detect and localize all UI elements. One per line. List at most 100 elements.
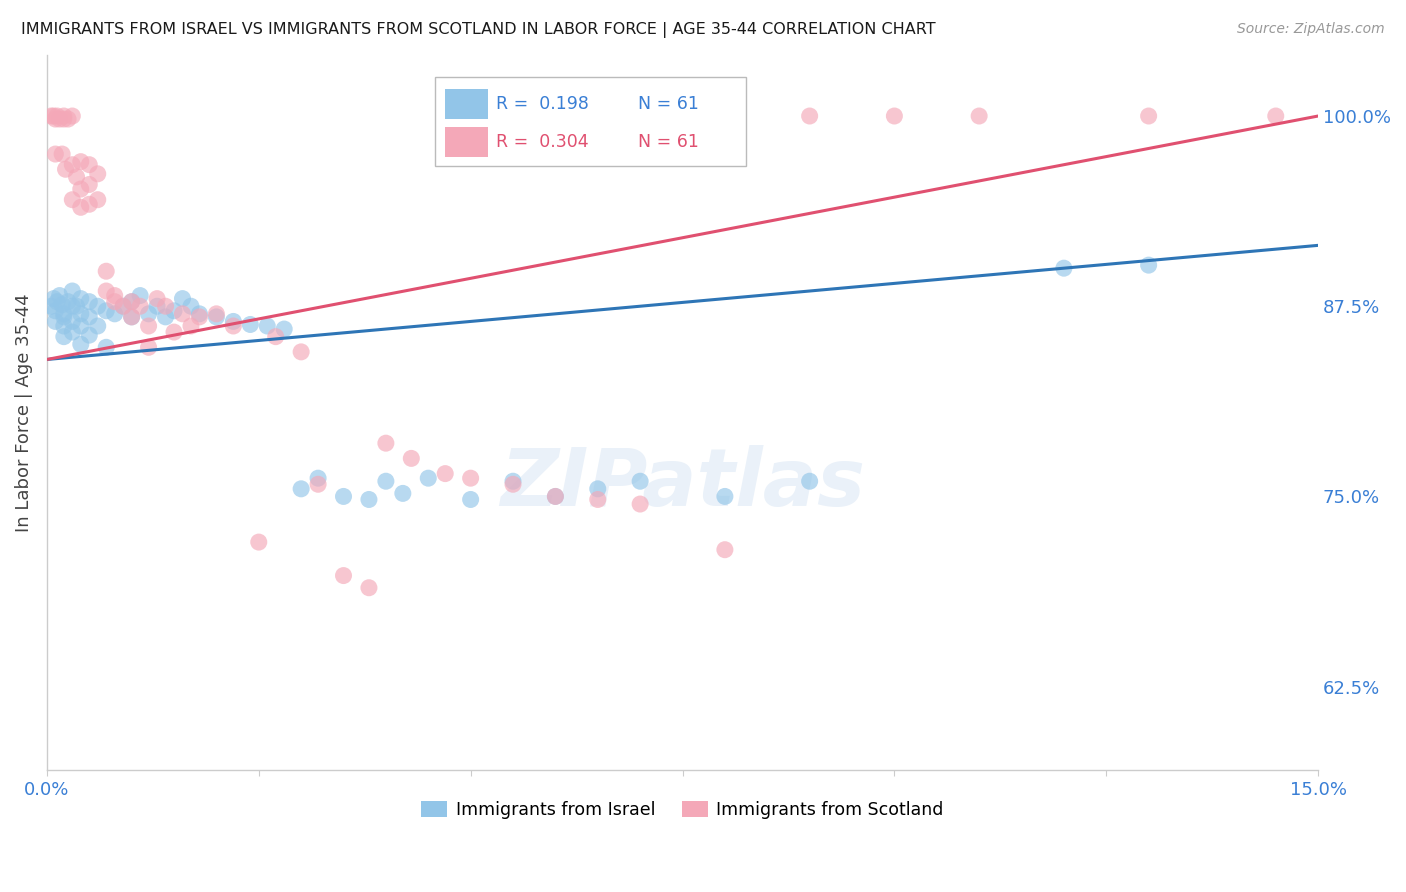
Point xyxy=(374,436,396,450)
Point xyxy=(714,490,737,504)
Point xyxy=(799,474,821,488)
Point xyxy=(628,474,651,488)
Point xyxy=(222,318,245,333)
Point xyxy=(69,154,91,169)
Point xyxy=(121,310,143,324)
Point xyxy=(77,158,100,172)
Point xyxy=(434,467,457,481)
Point xyxy=(46,109,69,123)
Point xyxy=(332,568,354,582)
Point xyxy=(247,535,270,549)
Point xyxy=(392,486,415,500)
Point xyxy=(129,299,152,313)
Point xyxy=(586,482,609,496)
Point xyxy=(56,294,79,309)
Point xyxy=(256,318,278,333)
Point xyxy=(77,328,100,343)
Text: Source: ZipAtlas.com: Source: ZipAtlas.com xyxy=(1237,22,1385,37)
Point xyxy=(44,303,66,318)
Point xyxy=(48,112,70,126)
Point xyxy=(307,477,329,491)
Point xyxy=(460,471,482,485)
Point xyxy=(96,264,118,278)
Point xyxy=(121,294,143,309)
Point xyxy=(188,310,211,324)
Point xyxy=(104,288,127,302)
Point xyxy=(60,314,83,328)
Point xyxy=(51,147,73,161)
Point xyxy=(51,298,73,312)
Point xyxy=(460,492,482,507)
Point xyxy=(121,310,143,324)
Text: ZIPatlas: ZIPatlas xyxy=(501,445,865,524)
Point xyxy=(1264,109,1286,123)
Point xyxy=(146,292,169,306)
Point xyxy=(60,325,83,339)
Point xyxy=(60,193,83,207)
Point xyxy=(222,314,245,328)
Point xyxy=(544,490,567,504)
Point xyxy=(87,167,110,181)
Point xyxy=(172,307,194,321)
Point xyxy=(112,299,135,313)
Point xyxy=(69,292,91,306)
Point xyxy=(332,490,354,504)
Point xyxy=(357,581,380,595)
Point xyxy=(60,284,83,298)
Point xyxy=(96,303,118,318)
Point xyxy=(357,492,380,507)
Text: N = 61: N = 61 xyxy=(638,95,699,112)
Point xyxy=(77,294,100,309)
Point xyxy=(883,109,905,123)
Point xyxy=(401,451,423,466)
Point xyxy=(155,299,177,313)
Y-axis label: In Labor Force | Age 35-44: In Labor Force | Age 35-44 xyxy=(15,293,32,532)
Point xyxy=(374,474,396,488)
Point xyxy=(44,147,66,161)
Point xyxy=(56,112,79,126)
Point xyxy=(104,307,127,321)
Point xyxy=(39,109,62,123)
Point xyxy=(163,303,186,318)
Point xyxy=(967,109,990,123)
Point xyxy=(96,340,118,354)
Point xyxy=(628,497,651,511)
Point xyxy=(60,299,83,313)
Point xyxy=(129,288,152,302)
Point xyxy=(65,299,87,313)
Point xyxy=(52,329,75,343)
Point xyxy=(52,112,75,126)
Point xyxy=(714,542,737,557)
Point xyxy=(52,109,75,123)
FancyBboxPatch shape xyxy=(444,89,488,119)
Point xyxy=(502,477,524,491)
Point xyxy=(52,318,75,333)
Point xyxy=(44,112,66,126)
Point xyxy=(42,292,65,306)
Point xyxy=(46,294,69,309)
Point xyxy=(180,318,202,333)
Point xyxy=(77,197,100,211)
Point xyxy=(290,344,312,359)
Point xyxy=(96,284,118,298)
Point xyxy=(87,193,110,207)
Point xyxy=(44,314,66,328)
Point xyxy=(52,310,75,324)
Point xyxy=(586,492,609,507)
Point xyxy=(307,471,329,485)
Point xyxy=(39,299,62,313)
Point xyxy=(69,307,91,321)
Point xyxy=(112,299,135,313)
Point xyxy=(48,288,70,302)
Point xyxy=(205,307,228,321)
Point xyxy=(69,318,91,333)
Point xyxy=(502,474,524,488)
Text: R =  0.198: R = 0.198 xyxy=(496,95,589,112)
Text: N = 61: N = 61 xyxy=(638,133,699,151)
Point xyxy=(77,178,100,192)
Point xyxy=(155,310,177,324)
Point xyxy=(163,325,186,339)
Legend: Immigrants from Israel, Immigrants from Scotland: Immigrants from Israel, Immigrants from … xyxy=(415,794,950,826)
Point xyxy=(87,299,110,313)
Point xyxy=(138,318,160,333)
